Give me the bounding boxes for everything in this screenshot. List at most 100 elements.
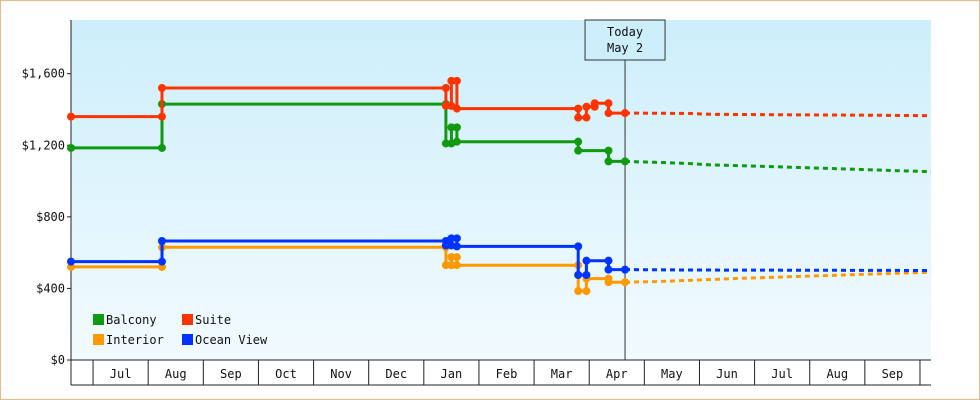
x-tick-label: Jan [441,367,463,381]
data-point-balcony [604,157,613,166]
series-balcony [67,100,932,174]
data-point-interior [452,261,461,270]
forecast-line-suite [624,111,932,118]
data-point-interior [447,261,456,270]
data-point-ocean-view [604,256,613,265]
legend: Balcony Suite Interior Ocean View [93,313,268,347]
data-point-ocean-view [621,265,630,274]
data-point-suite [157,84,166,92]
data-point-interior [604,278,613,287]
data-point-suite [590,99,599,108]
x-tick-label: Jun [716,367,738,381]
data-point-suite [604,99,613,108]
data-point-interior [574,287,583,296]
series-ocean-view [67,234,932,279]
x-tick-label: Apr [606,367,628,381]
today-marker: Today May 2 [584,19,666,360]
legend-swatch [182,334,193,345]
x-tick-label: Mar [551,367,573,381]
data-point-suite [582,113,591,122]
x-tick-label: Jul [771,367,793,381]
data-point-ocean-view [452,234,461,243]
legend-item-balcony: Balcony [93,313,157,327]
plot-background [71,20,931,360]
legend-label: Ocean View [195,333,268,347]
legend-item-suite: Suite [182,313,231,327]
data-point-suite [447,76,456,85]
data-point-suite [67,112,75,121]
y-axis-ticks: $0 $400 $800 $1,200 $1,600 [22,67,71,367]
forecast-line-balcony [624,159,932,174]
data-point-ocean-view [447,234,456,243]
today-date: May 2 [607,41,643,55]
legend-item-ocean-view: Ocean View [182,333,268,347]
legend-label: Balcony [106,313,157,327]
data-point-ocean-view [157,237,166,245]
x-axis-ticks: Jul Aug Sep Oct Nov Dec Jan Feb Mar Apr May Jun Jul A… [92,360,921,385]
legend-swatch [182,314,193,325]
data-point-balcony [574,146,583,155]
data-point-suite [582,102,591,111]
data-point-ocean-view [157,257,166,266]
data-point-balcony [604,146,613,155]
data-point-suite [452,104,461,113]
data-point-balcony [574,137,583,146]
data-point-balcony [67,143,75,152]
data-point-suite [157,112,166,121]
x-tick-label: Sep [220,367,242,381]
data-point-interior [452,253,461,262]
data-point-balcony [447,123,456,132]
series-line-ocean-view [71,236,625,277]
data-point-interior [621,278,630,287]
x-tick-label: Aug [165,367,187,381]
legend-label: Suite [195,313,231,327]
data-point-interior [447,253,456,262]
y-tick-label: $1,600 [22,67,65,81]
data-point-ocean-view [574,242,583,251]
series-line-interior [71,245,625,293]
y-tick-label: $400 [36,281,65,295]
data-point-ocean-view [582,271,591,279]
data-point-interior [582,287,591,296]
data-point-ocean-view [67,257,75,266]
data-point-suite [441,84,450,92]
x-tick-label: Feb [496,367,518,381]
data-point-suite [452,76,461,85]
data-point-balcony [441,139,450,148]
x-tick-label: Dec [385,367,407,381]
data-point-suite [574,104,583,113]
x-tick-label: Nov [330,367,352,381]
data-point-suite [574,113,583,122]
data-point-ocean-view [441,241,450,250]
data-point-ocean-view [582,256,591,265]
data-point-ocean-view [452,242,461,251]
data-point-ocean-view [574,271,583,279]
legend-item-interior: Interior [93,333,164,347]
forecast-line-ocean-view [624,268,932,272]
series-layer [67,76,932,296]
legend-swatch [93,334,104,345]
legend-swatch [93,314,104,325]
forecast-line-interior [624,270,932,284]
y-tick-label: $1,200 [22,138,65,152]
y-tick-label: $0 [51,353,65,367]
y-tick-label: $800 [36,210,65,224]
series-interior [67,243,932,296]
series-suite [67,76,932,122]
data-point-balcony [621,157,630,166]
today-box [584,19,666,61]
data-point-balcony [452,123,461,132]
data-point-balcony [157,143,166,152]
x-tick-label: Sep [882,367,904,381]
data-point-suite [604,109,613,118]
data-point-suite [441,101,450,110]
x-tick-label: Oct [275,367,297,381]
x-tick-label: Jul [110,367,132,381]
legend-label: Interior [106,333,164,347]
data-point-balcony [452,137,461,146]
x-tick-label: Aug [826,367,848,381]
data-point-ocean-view [604,265,613,274]
axes [70,20,931,386]
x-tick-label: May [661,367,683,381]
